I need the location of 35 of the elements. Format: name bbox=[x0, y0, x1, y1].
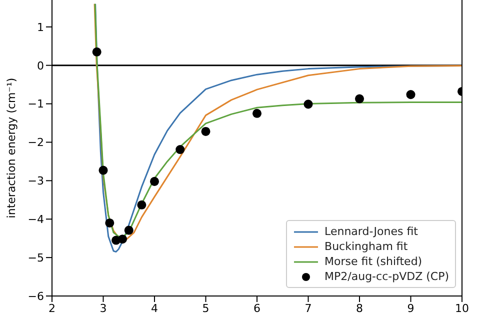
x-tick-label: 9 bbox=[407, 302, 414, 315]
point bbox=[118, 234, 127, 244]
y-tick-label: 1 bbox=[37, 20, 44, 34]
point bbox=[92, 47, 102, 56]
x-tick-label: 8 bbox=[356, 302, 363, 315]
y-tick-label: 0 bbox=[37, 59, 44, 72]
x-tick-label: 4 bbox=[151, 302, 158, 315]
point bbox=[137, 200, 146, 210]
x-tick-label: 3 bbox=[100, 302, 107, 315]
point bbox=[304, 100, 313, 109]
point bbox=[176, 145, 185, 154]
point bbox=[150, 176, 160, 186]
point bbox=[201, 126, 210, 136]
y-tick-label: −6 bbox=[28, 290, 44, 303]
point bbox=[354, 94, 364, 104]
y-tick-label: −4 bbox=[28, 213, 44, 226]
y-tick-label: −5 bbox=[28, 251, 44, 264]
y-tick-label: −2 bbox=[28, 136, 44, 150]
y-axis-title: interaction energy (cm⁻¹) bbox=[5, 78, 18, 218]
legend-label: MP2/aug-cc-pVDZ (CP) bbox=[324, 269, 449, 284]
legend-label: Morse fit (shifted) bbox=[324, 254, 422, 269]
point bbox=[252, 108, 262, 118]
x-tick-label: 10 bbox=[455, 302, 469, 315]
y-tick-label: −3 bbox=[28, 174, 44, 188]
legend-label: Buckingham fit bbox=[324, 239, 408, 254]
legend-label: Lennard-Jones fit bbox=[324, 224, 418, 239]
point bbox=[98, 166, 108, 175]
x-tick-label: 5 bbox=[202, 302, 210, 315]
x-tick-label: 7 bbox=[304, 302, 312, 315]
point bbox=[124, 226, 134, 235]
point bbox=[406, 90, 416, 100]
x-tick-label: 6 bbox=[254, 302, 260, 315]
point bbox=[105, 218, 114, 228]
x-tick-label: 2 bbox=[48, 302, 56, 315]
y-tick-label: −1 bbox=[28, 98, 44, 111]
